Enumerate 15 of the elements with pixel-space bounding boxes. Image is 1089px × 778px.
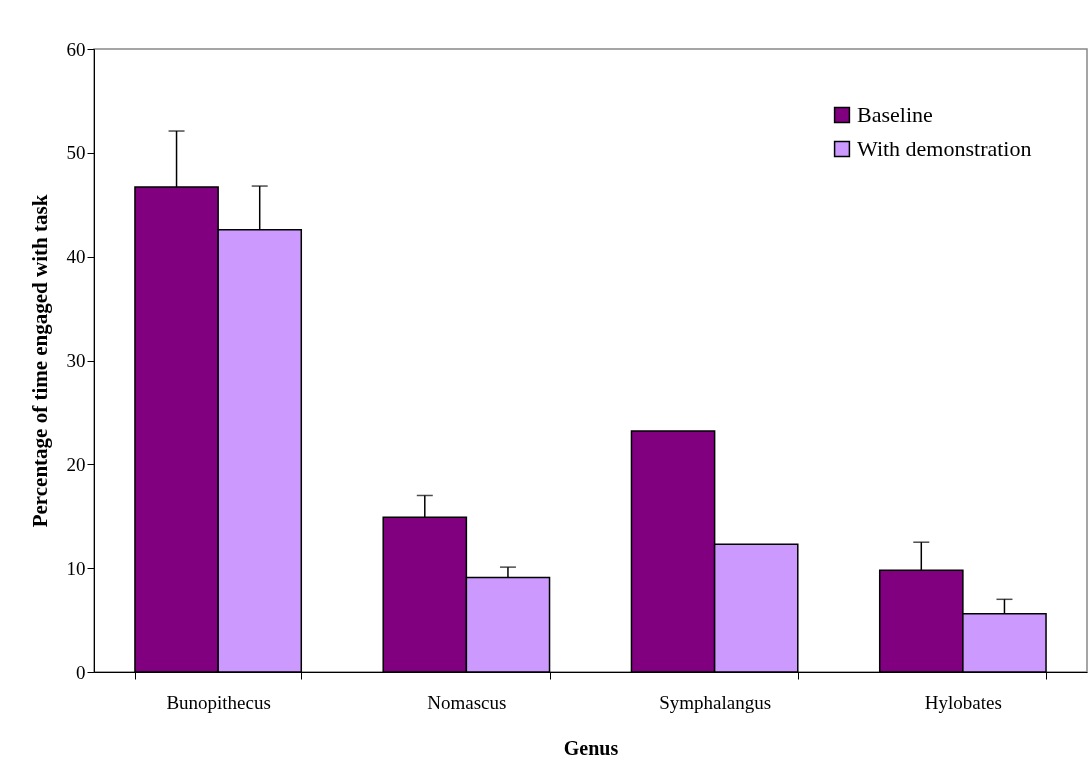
y-tick-label: 40: [66, 246, 86, 268]
y-tick-label: 30: [66, 350, 86, 371]
y-tick-label: 10: [66, 557, 86, 579]
legend-label: Baseline: [857, 102, 933, 127]
x-axis-title: Genus: [563, 736, 619, 759]
x-tick-label: Bunopithecus: [166, 691, 271, 713]
y-tick-label: 50: [66, 142, 86, 164]
y-tick-label: 20: [66, 453, 86, 475]
x-tick-label: Nomascus: [427, 691, 507, 713]
y-tick-label: 60: [66, 38, 86, 60]
y-tick-label: 0: [76, 661, 86, 683]
y-axis-title: Percentage of time engaged with task: [27, 194, 52, 528]
legend-label: With demonstration: [857, 136, 1032, 161]
x-tick-label: Symphalangus: [659, 691, 772, 713]
x-tick-label: Hylobates: [924, 691, 1002, 713]
